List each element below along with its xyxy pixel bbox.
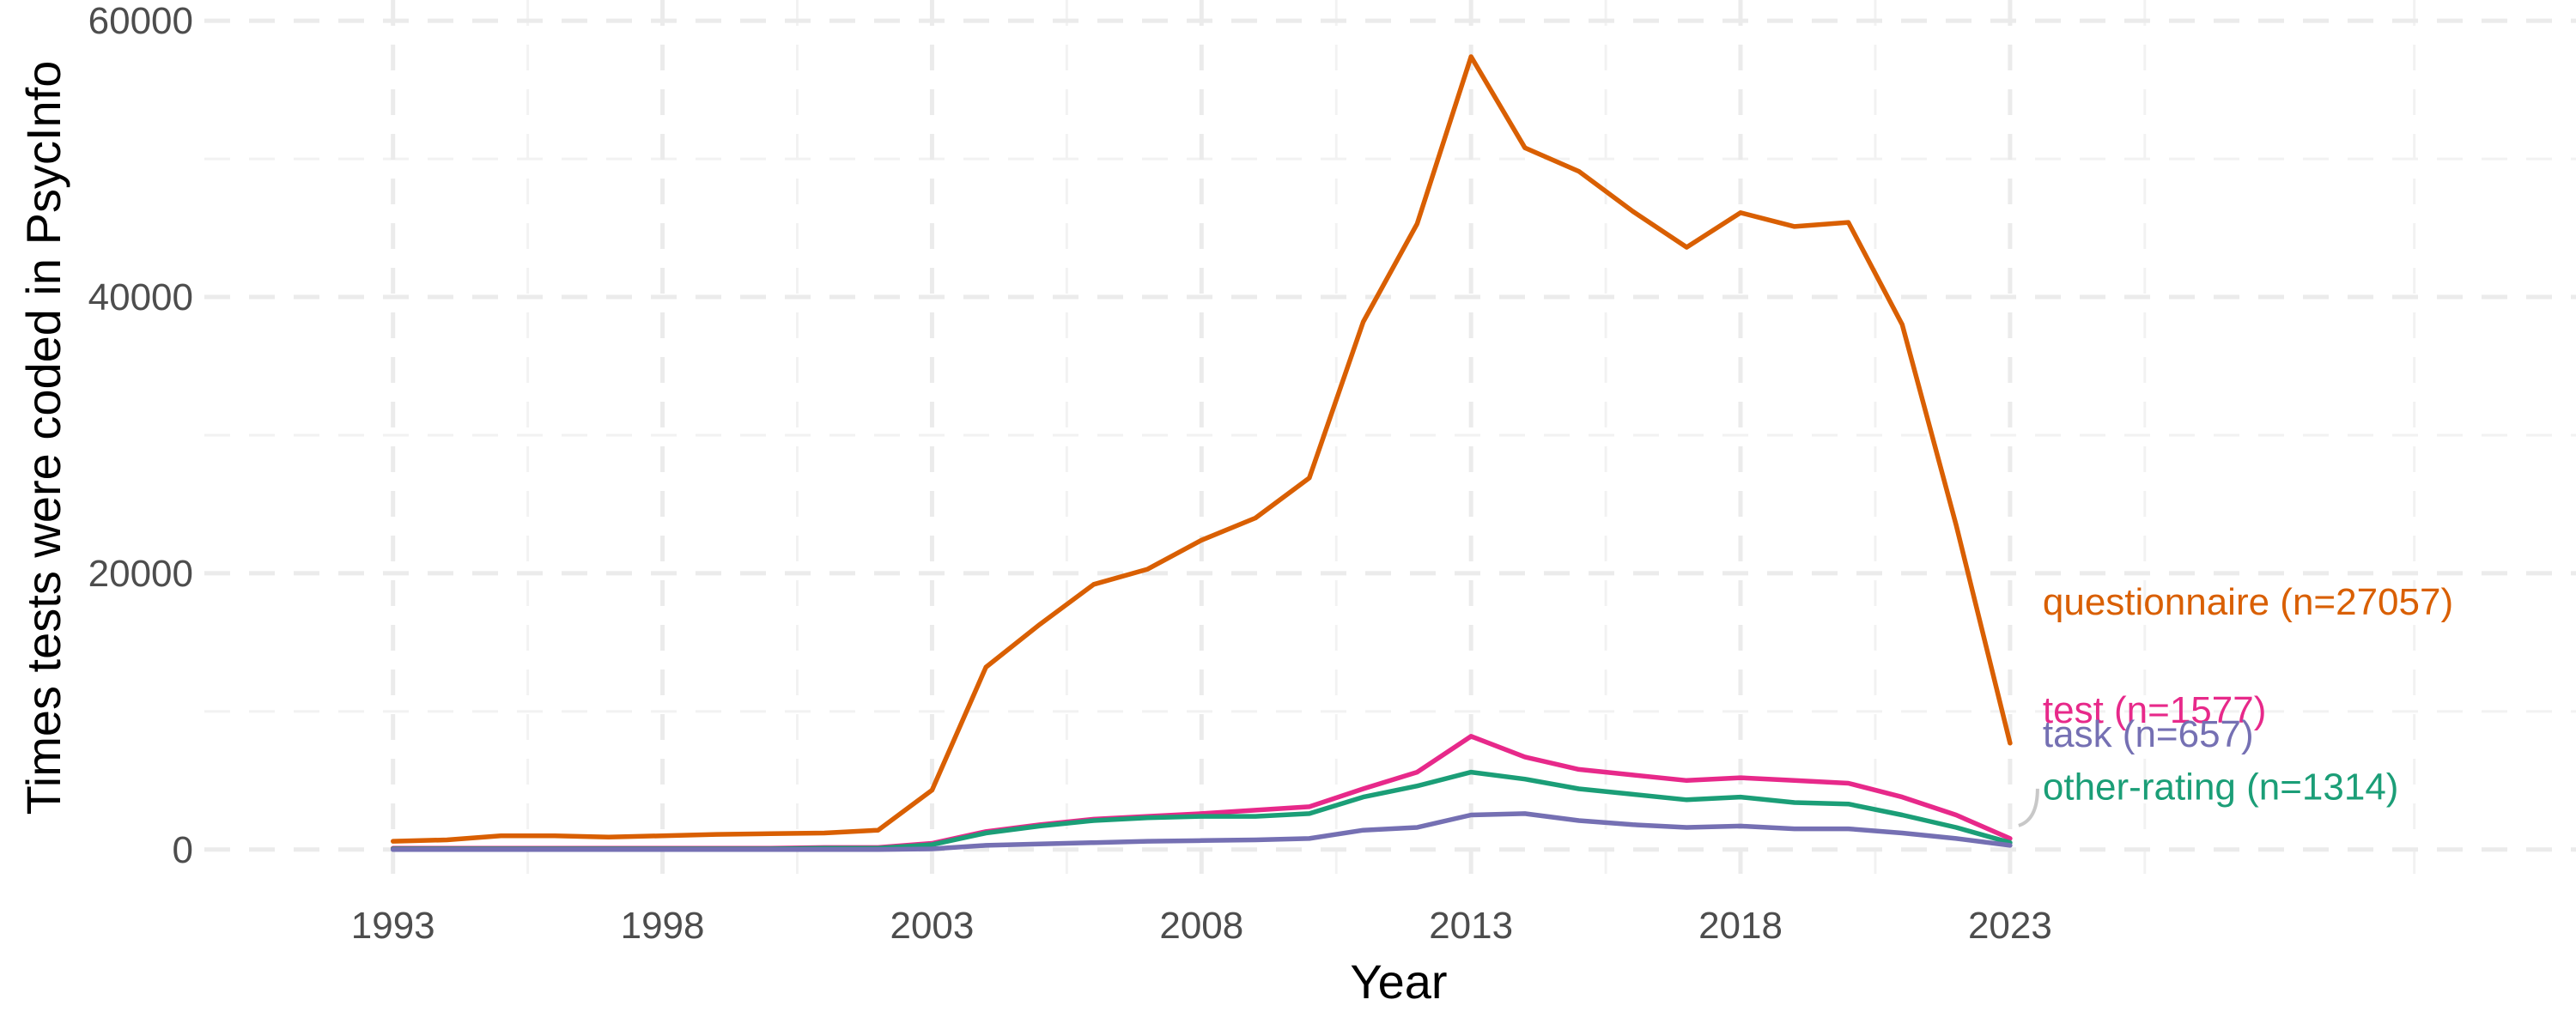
y-tick-label: 20000: [88, 553, 193, 595]
label-connector: [2018, 788, 2039, 827]
x-axis-title: Year: [1350, 954, 1447, 1009]
y-axis-title: Times tests were coded in PsycInfo: [16, 61, 70, 815]
x-tick-label: 2003: [890, 905, 974, 947]
y-tick-label: 40000: [88, 276, 193, 318]
x-tick-label: 2023: [1968, 905, 2052, 947]
series-label: test (n=1577): [2043, 689, 2267, 731]
tick-labels: 1993 1998 2003 2008 2013 2018 2023 0 20000 40000 6…: [88, 0, 2052, 947]
series-label: task (n=657): [2043, 713, 2254, 755]
x-tick-label: 2013: [1429, 905, 1513, 947]
series-line: [390, 734, 2013, 851]
series-line: [390, 54, 2013, 844]
x-tick-label: 1993: [351, 905, 435, 947]
series-label: other-rating (n=1314): [2043, 766, 2399, 809]
series-labels: questionnaire (n=27057) test (n=1577) othe…: [2018, 581, 2453, 827]
series-label: questionnaire (n=27057): [2043, 581, 2453, 623]
x-tick-label: 2018: [1698, 905, 1783, 947]
y-tick-label: 60000: [88, 0, 193, 42]
x-tick-label: 1998: [621, 905, 705, 947]
x-tick-label: 2008: [1159, 905, 1243, 947]
y-tick-label: 0: [173, 829, 193, 871]
grid-layer: [204, 0, 2576, 884]
series-lines: [390, 54, 2013, 852]
series-line: [390, 811, 2013, 852]
